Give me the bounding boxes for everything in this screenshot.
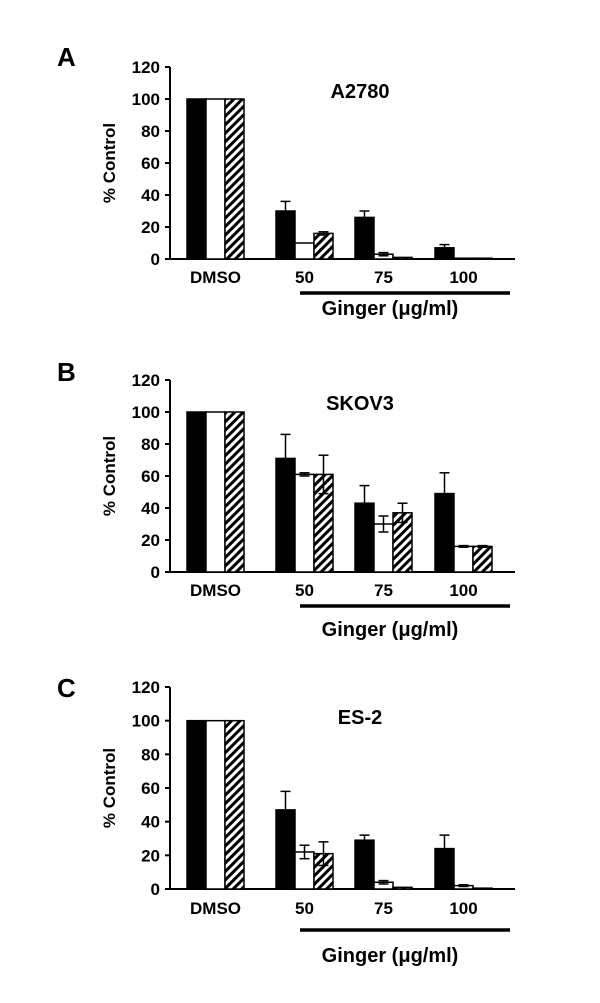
y-tick-label: 0 [151, 563, 160, 582]
category-label: 75 [374, 899, 393, 918]
y-tick-label: 0 [151, 250, 160, 269]
category-label: DMSO [190, 268, 241, 287]
chart-title: ES-2 [338, 707, 382, 729]
chart-panel-c: C ES-2 % Control 0 20 40 60 80 100 120 DMSO 50 75 100… [57, 673, 515, 967]
x-axis-label: Ginger (μg/ml) [322, 945, 459, 967]
y-tick-label: 80 [141, 435, 160, 454]
bar [205, 98, 226, 260]
bar [205, 411, 226, 573]
bar [294, 473, 315, 573]
bar [472, 257, 493, 260]
bar [186, 98, 207, 260]
chart-panel-b: B SKOV3 % Control 0 20 40 60 80 100 120 DMSO 50 75 10… [57, 357, 515, 641]
bar [472, 545, 493, 573]
y-tick-label: 120 [132, 678, 160, 697]
category-label: 75 [374, 268, 393, 287]
y-tick-label: 100 [132, 712, 160, 731]
panel-letter: A [57, 42, 76, 72]
bar [392, 886, 413, 890]
category-label: DMSO [190, 899, 241, 918]
bar [313, 232, 334, 260]
category-label: 50 [295, 899, 314, 918]
bar [186, 411, 207, 573]
y-axis-label: % Control [100, 436, 119, 516]
bar [224, 719, 245, 890]
bar [205, 719, 226, 890]
bar [453, 545, 474, 573]
category-label: 50 [295, 268, 314, 287]
y-tick-label: 80 [141, 122, 160, 141]
y-tick-label: 60 [141, 154, 160, 173]
panel-letter: B [57, 357, 76, 387]
y-axis-label: % Control [100, 748, 119, 828]
y-tick-label: 0 [151, 880, 160, 899]
y-tick-label: 20 [141, 531, 160, 550]
category-label: 100 [449, 268, 477, 287]
y-axis-label: % Control [100, 123, 119, 203]
bar [392, 256, 413, 260]
category-label: 75 [374, 581, 393, 600]
panel-letter: C [57, 673, 76, 703]
y-tick-label: 20 [141, 218, 160, 237]
y-tick-label: 100 [132, 403, 160, 422]
x-axis-label: Ginger (μg/ml) [322, 298, 459, 320]
bar [354, 839, 375, 890]
category-label: DMSO [190, 581, 241, 600]
bar [224, 411, 245, 573]
bar [224, 98, 245, 260]
y-tick-label: 20 [141, 846, 160, 865]
y-tick-label: 40 [141, 813, 160, 832]
chart-panel-a: A A2780 % Control 0 20 40 60 80 100 120 DMSO 50 75 10… [57, 42, 515, 320]
x-axis-label: Ginger (μg/ml) [322, 619, 459, 641]
chart-title: A2780 [331, 81, 390, 103]
bar [294, 242, 315, 260]
bar [472, 887, 493, 890]
y-tick-label: 40 [141, 186, 160, 205]
category-label: 100 [449, 581, 477, 600]
y-tick-label: 40 [141, 499, 160, 518]
y-tick-label: 60 [141, 779, 160, 798]
y-tick-label: 120 [132, 58, 160, 77]
y-tick-label: 60 [141, 467, 160, 486]
y-tick-label: 120 [132, 371, 160, 390]
bar [453, 257, 474, 260]
y-tick-label: 100 [132, 90, 160, 109]
chart-title: SKOV3 [326, 393, 394, 415]
category-label: 100 [449, 899, 477, 918]
category-label: 50 [295, 581, 314, 600]
bar [186, 719, 207, 890]
y-tick-label: 80 [141, 745, 160, 764]
